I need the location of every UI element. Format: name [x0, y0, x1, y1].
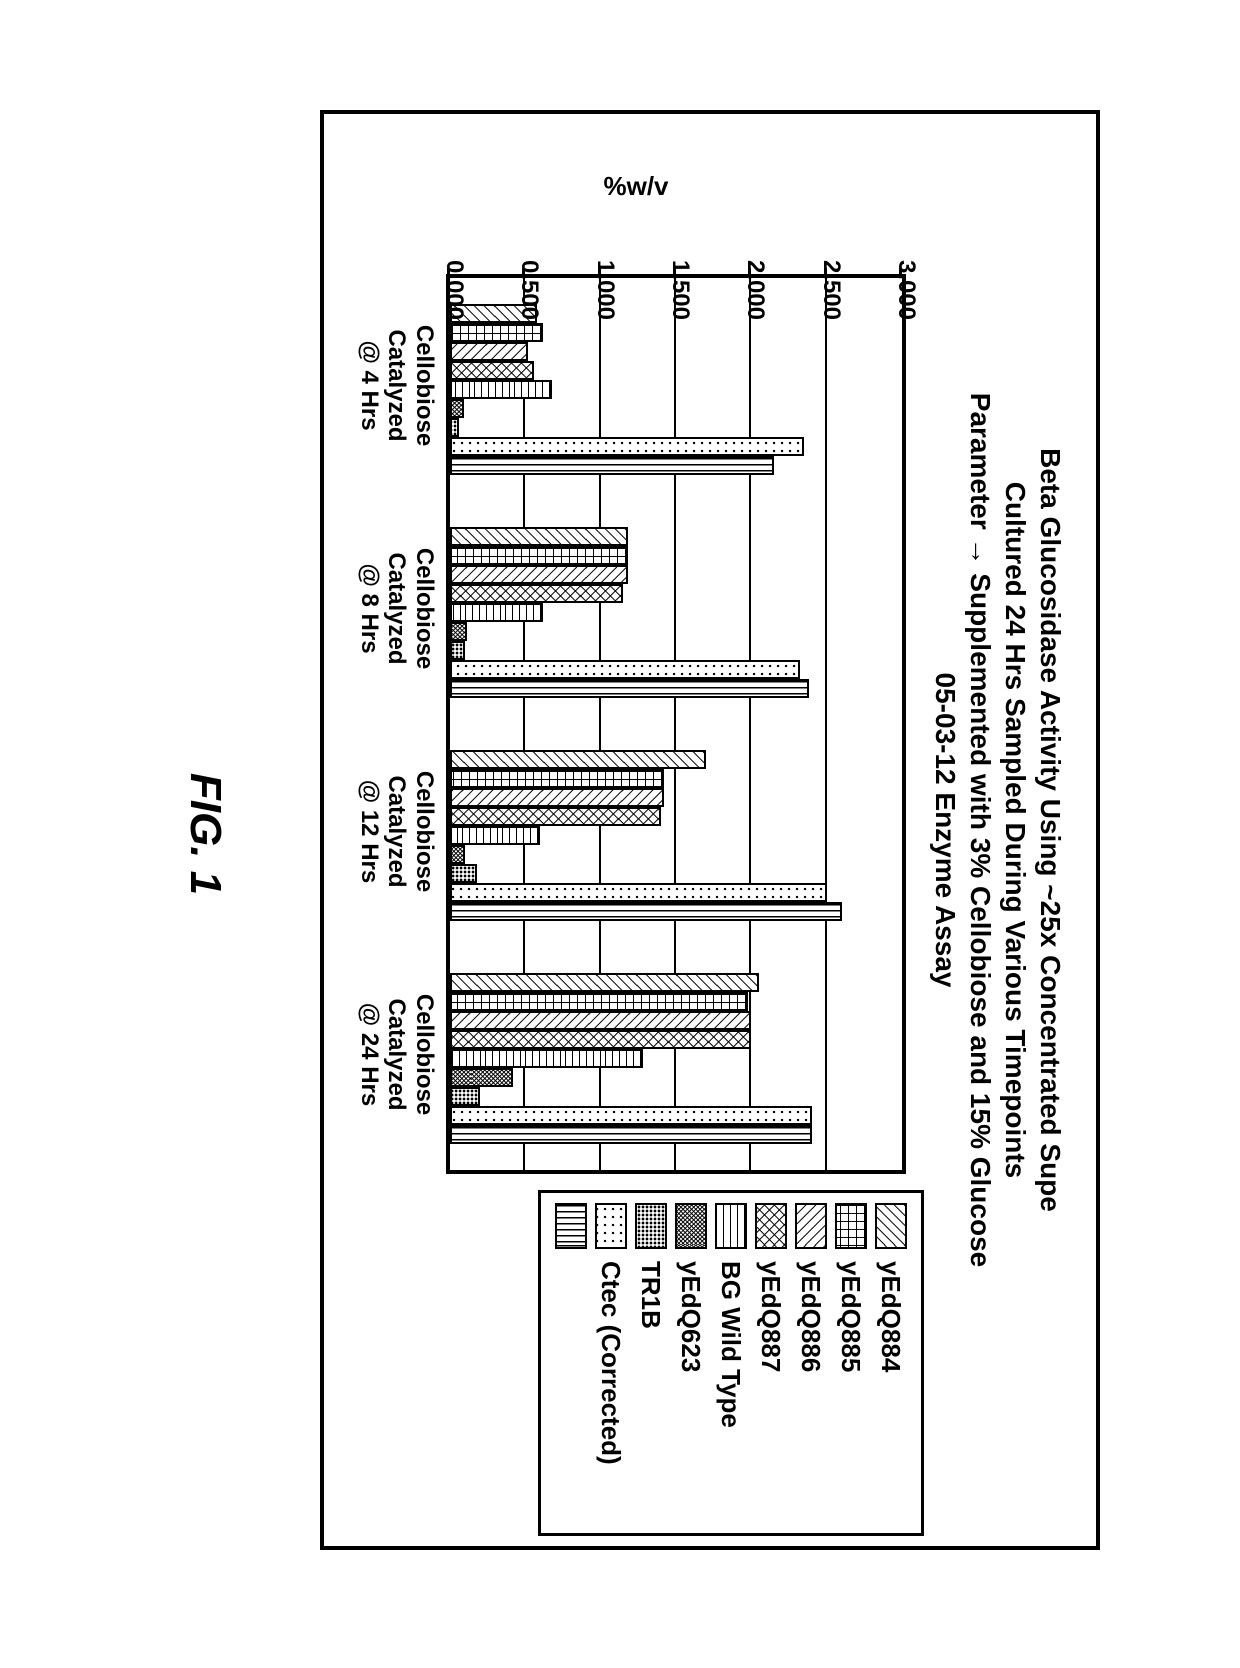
legend-item-bgwt: BG Wild Type [711, 1203, 751, 1523]
legend-item-tr1b: TR1B [631, 1203, 671, 1523]
x-category-label: CellobioseCatalyzed@ 8 Hrs [355, 513, 438, 704]
legend-label: yEdQ884 [876, 1261, 907, 1372]
page: Beta Glucosidase Activity Using ~25x Con… [0, 0, 1240, 1668]
legend-swatch [755, 1203, 787, 1249]
figure-caption: FIG. 1 [180, 0, 230, 1668]
legend-item-yEdQ884: yEdQ884 [871, 1203, 911, 1523]
legend-label: yEdQ885 [836, 1261, 867, 1372]
legend-item-blank [551, 1203, 591, 1523]
x-category-labels: CellobioseCatalyzed@ 4 Hrs CellobioseCata… [334, 274, 906, 1166]
x-category-label: CellobioseCatalyzed@ 24 Hrs [355, 959, 438, 1150]
x-category-label: CellobioseCatalyzed@ 12 Hrs [355, 736, 438, 927]
legend-swatch [555, 1203, 587, 1249]
legend-item-yEdQ886: yEdQ886 [791, 1203, 831, 1523]
legend-swatch [795, 1203, 827, 1249]
legend-swatch [675, 1203, 707, 1249]
chart-area: %w/v 0.0000.5001.0001.5002.0002.5003.000… [366, 214, 906, 1514]
legend-swatch [875, 1203, 907, 1249]
legend-label: yEdQ886 [796, 1261, 827, 1372]
legend-swatch [595, 1203, 627, 1249]
legend-item-yEdQ887: yEdQ887 [751, 1203, 791, 1523]
chart-frame: Beta Glucosidase Activity Using ~25x Con… [320, 110, 1100, 1550]
legend-item-ctec: Ctec (Corrected) [591, 1203, 631, 1523]
legend-label: yEdQ623 [676, 1261, 707, 1372]
legend-item-yEdQ885: yEdQ885 [831, 1203, 871, 1523]
legend-swatch [835, 1203, 867, 1249]
legend-label: Ctec (Corrected) [596, 1261, 627, 1465]
x-category-label: CellobioseCatalyzed@ 4 Hrs [355, 290, 438, 481]
y-axis-label: %w/v [603, 171, 668, 202]
legend-item-yEdQ623: yEdQ623 [671, 1203, 711, 1523]
legend-label: yEdQ887 [756, 1261, 787, 1372]
legend-label: TR1B [636, 1261, 667, 1329]
legend-label: BG Wild Type [716, 1261, 747, 1428]
legend: yEdQ884 yEdQ885 yEdQ886 yEdQ887 BG Wild Type… [538, 1190, 924, 1536]
chart-title: Beta Glucosidase Activity Using ~25x Con… [928, 114, 1068, 1546]
legend-swatch [635, 1203, 667, 1249]
legend-swatch [715, 1203, 747, 1249]
landscape-canvas: Beta Glucosidase Activity Using ~25x Con… [0, 0, 1240, 1668]
